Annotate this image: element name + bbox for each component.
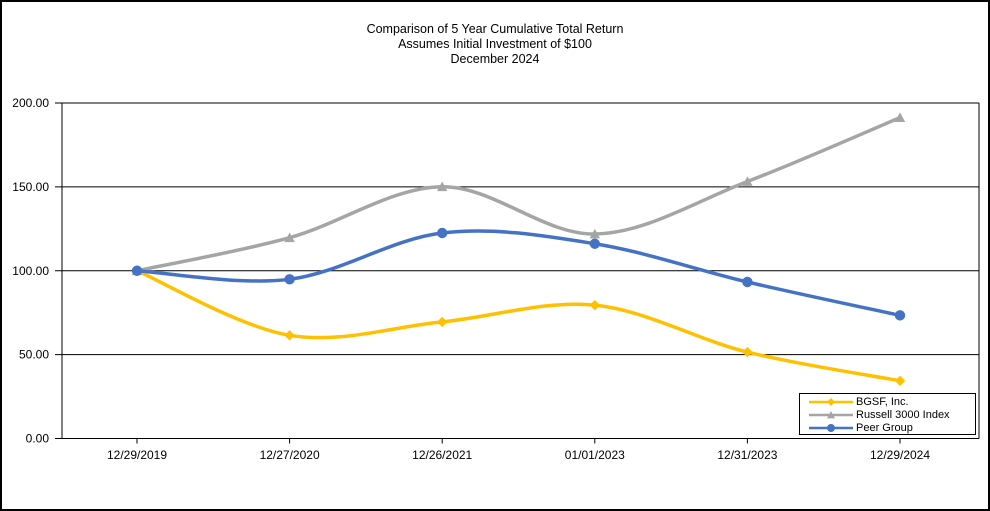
legend-label-peer-group: Peer Group [856,421,913,434]
x-axis-label: 12/26/2021 [412,448,472,462]
y-axis-label: 200.00 [12,96,49,110]
chart-title-line-1: Comparison of 5 Year Cumulative Total Re… [366,22,624,36]
chart-title-line-3: December 2024 [450,52,540,66]
marker-circle-peer-group [284,274,295,285]
x-axis-label: 12/27/2020 [260,448,320,462]
series-line-bgsf-inc [135,269,902,383]
marker-diamond-bgsf-inc [589,299,600,311]
chart-title: Comparison of 5 Year Cumulative Total Re… [2,22,988,67]
marker-diamond-bgsf-inc [894,375,906,386]
y-axis-label: 0.00 [26,432,50,446]
marker-circle-peer-group [742,276,753,288]
marker-triangle-russell-3000-index [437,181,448,192]
x-axis-label: 12/29/2024 [870,448,930,462]
x-axis-label: 01/01/2023 [565,448,625,462]
marker-triangle-russell-3000-index [894,112,906,123]
series-line-peer-group [135,229,902,318]
peer-group-line-swatch [809,423,853,432]
legend-item-russell-3000: Russell 3000 Index [808,408,975,421]
marker-circle-peer-group [894,310,906,321]
legend-sample-circle-marker [827,423,835,432]
chart-legend: BGSF, Inc. Russell 3000 Index Peer Group [799,393,976,435]
legend-sample-diamond-marker [827,397,835,406]
marker-diamond-bgsf-inc [437,316,448,328]
bgsf-line-swatch [809,397,853,406]
marker-triangle-russell-3000-index [284,232,295,243]
legend-sample-triangle-marker [827,410,835,418]
marker-circle-peer-group [589,238,600,249]
y-axis-label: 150.00 [12,180,49,194]
marker-triangle-russell-3000-index [742,176,753,186]
x-axis-label: 12/29/2019 [107,448,167,462]
x-axis-label: 12/31/2023 [717,448,777,462]
y-axis-label: 100.00 [12,264,49,278]
marker-triangle-russell-3000-index [589,228,600,239]
series-line-russell-3000-index [135,115,902,273]
chart-title-line-2: Assumes Initial Investment of $100 [398,37,592,51]
legend-label-russell-3000: Russell 3000 Index [856,408,950,421]
legend-item-bgsf: BGSF, Inc. [808,395,975,408]
marker-circle-peer-group [131,265,143,276]
legend-label-bgsf: BGSF, Inc. [856,395,909,408]
y-axis-label: 50.00 [19,348,49,362]
legend-item-peer-group: Peer Group [808,421,975,434]
marker-circle-peer-group [437,227,448,239]
russell-3000-line-swatch [809,410,853,418]
marker-diamond-bgsf-inc [742,346,753,358]
marker-diamond-bgsf-inc [284,330,295,341]
